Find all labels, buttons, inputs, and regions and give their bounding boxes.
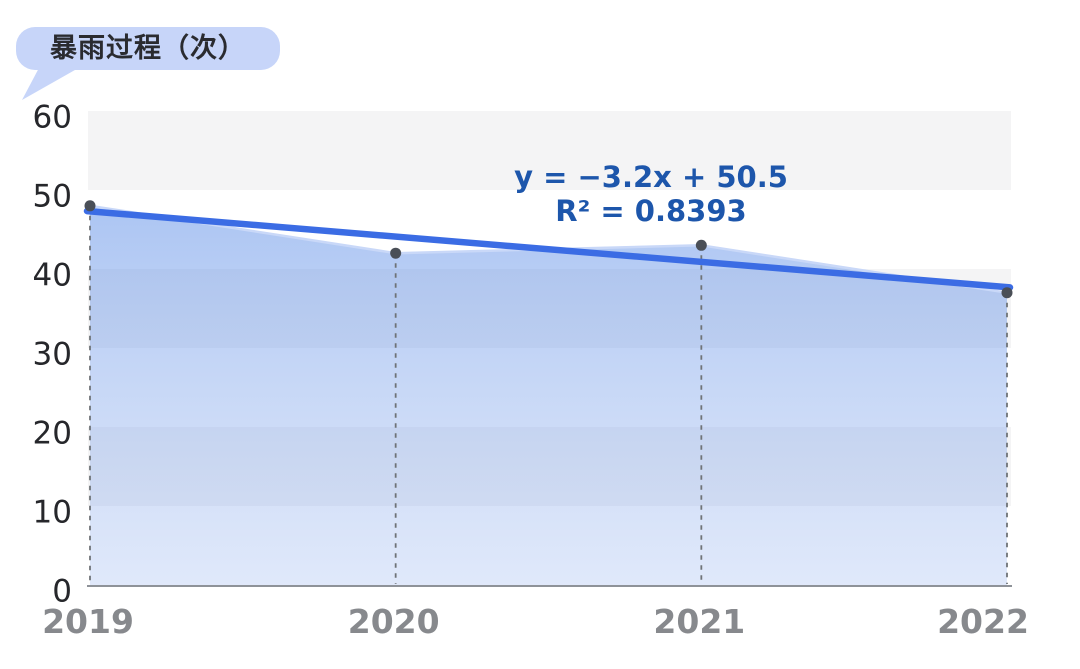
data-point — [1001, 287, 1013, 299]
x-tick-label: 2022 — [937, 602, 1029, 641]
data-point — [84, 200, 96, 212]
chart-layer: 0 10 20 30 40 50 60 2019 2020 2021 2022 — [33, 100, 1029, 642]
y-tick-label: 0 — [52, 574, 72, 610]
trendline — [83, 207, 1014, 291]
gridline-band — [88, 111, 1011, 190]
y-tick-label: 30 — [33, 337, 72, 373]
trendline-equation-label: y = −3.2x + 50.5 — [514, 160, 788, 194]
data-point — [390, 247, 402, 259]
series-area-fill — [90, 205, 1007, 586]
x-tick-label: 2019 — [42, 602, 134, 641]
trendline-r-squared-label: R² = 0.8393 — [555, 194, 746, 228]
x-tick-label: 2021 — [653, 602, 745, 641]
bubble-tail-icon — [22, 66, 82, 100]
y-tick-label: 50 — [33, 179, 72, 215]
y-tick-label: 60 — [33, 100, 72, 136]
data-point — [695, 239, 707, 251]
y-tick-label: 10 — [33, 495, 72, 531]
chart-title-text: 暴雨过程（次） — [50, 33, 246, 64]
y-tick-label: 20 — [33, 416, 72, 452]
x-tick-label: 2020 — [348, 602, 440, 641]
y-tick-label: 40 — [33, 258, 72, 294]
chart-title-bubble: 暴雨过程（次） — [16, 27, 280, 70]
